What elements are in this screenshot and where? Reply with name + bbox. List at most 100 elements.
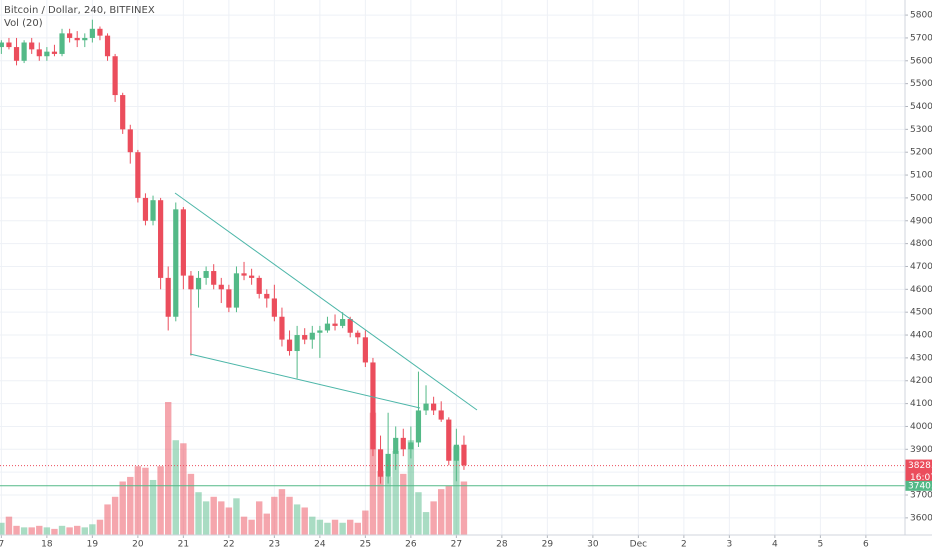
volume-bar bbox=[43, 527, 51, 535]
volume-bar bbox=[0, 522, 5, 535]
volume-bar bbox=[331, 519, 339, 535]
candle-body bbox=[165, 277, 171, 317]
candle-body bbox=[400, 437, 406, 450]
x-tick-label: 30 bbox=[587, 540, 599, 550]
x-tick-label: 22 bbox=[223, 540, 234, 550]
y-tick-label: 4900.0 bbox=[910, 216, 932, 226]
volume-bar bbox=[347, 519, 354, 535]
volume-bar bbox=[263, 513, 270, 535]
x-tick-label: 29 bbox=[542, 540, 554, 550]
y-tick-label: 4500.0 bbox=[910, 308, 932, 318]
volume-bar bbox=[195, 492, 202, 535]
candle-body bbox=[271, 298, 277, 317]
candle-body bbox=[438, 410, 444, 420]
x-tick-label: 18 bbox=[41, 540, 53, 550]
candle-body bbox=[82, 37, 88, 41]
price-label: 3828.7 bbox=[908, 461, 932, 471]
candle-body bbox=[13, 47, 20, 61]
volume-bar bbox=[134, 466, 142, 535]
volume-bar bbox=[89, 524, 96, 535]
volume-bar bbox=[218, 501, 225, 535]
volume-bar bbox=[369, 412, 377, 535]
volume-bar bbox=[74, 525, 81, 535]
volume-bar bbox=[324, 522, 331, 535]
candle-body bbox=[127, 129, 133, 153]
chart-title: Bitcoin / Dollar, 240, BITFINEX bbox=[4, 5, 155, 16]
volume-bar bbox=[460, 481, 468, 535]
x-tick-label: 25 bbox=[360, 540, 371, 550]
trend-line-upper bbox=[174, 192, 478, 411]
volume-bar bbox=[96, 519, 104, 535]
x-tick-label: 24 bbox=[314, 540, 326, 550]
x-tick-label: 4 bbox=[772, 540, 778, 550]
candle-body bbox=[309, 332, 315, 340]
candle-body bbox=[340, 319, 346, 326]
candle-body bbox=[324, 323, 331, 331]
candle-body bbox=[317, 330, 323, 333]
volume-bar bbox=[127, 476, 134, 535]
volume-bar bbox=[362, 510, 369, 535]
candle-body bbox=[347, 319, 353, 333]
candle-body bbox=[74, 37, 80, 41]
candle-body bbox=[203, 271, 209, 278]
candle-layer bbox=[0, 19, 467, 484]
y-tick-label: 4400.0 bbox=[910, 331, 932, 341]
candle-body bbox=[135, 152, 141, 198]
y-tick-label: 5500.0 bbox=[910, 79, 932, 89]
volume-bar bbox=[66, 527, 73, 535]
volume-bar bbox=[142, 467, 149, 535]
candle-body bbox=[302, 335, 308, 340]
volume-bar bbox=[271, 496, 278, 535]
volume-bar bbox=[157, 466, 164, 535]
volume-bar bbox=[149, 479, 157, 535]
candle-body bbox=[415, 410, 422, 443]
candle-body bbox=[453, 444, 459, 461]
candle-body bbox=[112, 56, 118, 96]
volume-bar bbox=[210, 496, 217, 535]
x-tick-label: 3 bbox=[727, 540, 733, 550]
volume-bar bbox=[339, 522, 346, 535]
candle-body bbox=[226, 289, 232, 308]
candle-body bbox=[446, 419, 452, 461]
candle-body bbox=[158, 200, 164, 278]
y-tick-label: 3700.0 bbox=[910, 491, 932, 501]
volume-bar bbox=[407, 440, 415, 535]
volume-bar bbox=[28, 527, 35, 535]
volume-bar bbox=[13, 525, 20, 535]
candle-body bbox=[21, 42, 27, 61]
y-tick-label: 5800.0 bbox=[910, 11, 932, 21]
x-tick-label: 28 bbox=[496, 540, 508, 550]
x-tick-label: 2 bbox=[681, 540, 687, 550]
y-tick-label: 4000.0 bbox=[910, 422, 932, 432]
volume-bar bbox=[422, 512, 430, 535]
candle-body bbox=[97, 28, 103, 36]
y-tick-label: 4300.0 bbox=[910, 353, 932, 363]
candle-body bbox=[44, 51, 50, 57]
x-tick-label: 26 bbox=[405, 540, 417, 550]
volume-bar bbox=[240, 516, 248, 535]
countdown-label: 16:07 bbox=[910, 473, 932, 483]
candle-body bbox=[150, 200, 156, 221]
volume-bar bbox=[415, 492, 422, 535]
volume-bar bbox=[316, 519, 324, 535]
volume-bar bbox=[453, 446, 460, 535]
volume-bar bbox=[119, 481, 126, 535]
x-tick-label: Dec bbox=[630, 540, 647, 550]
x-tick-label: 7 bbox=[0, 540, 4, 550]
volume-bar bbox=[278, 489, 286, 535]
candle-body bbox=[218, 284, 224, 290]
candle-body bbox=[89, 28, 95, 38]
x-tick-label: 27 bbox=[451, 540, 462, 550]
volume-legend: Vol (20) bbox=[4, 18, 43, 29]
volume-bar bbox=[377, 470, 384, 535]
candle-body bbox=[393, 437, 399, 454]
candle-body bbox=[377, 449, 384, 477]
volume-bar bbox=[286, 496, 293, 535]
candle-body bbox=[461, 444, 467, 466]
volume-layer bbox=[0, 402, 468, 535]
candle-body bbox=[211, 271, 217, 285]
volume-bar bbox=[51, 528, 58, 535]
price-label-box bbox=[905, 459, 932, 484]
volume-bar bbox=[104, 504, 111, 535]
y-tick-label: 5000.0 bbox=[910, 193, 932, 203]
